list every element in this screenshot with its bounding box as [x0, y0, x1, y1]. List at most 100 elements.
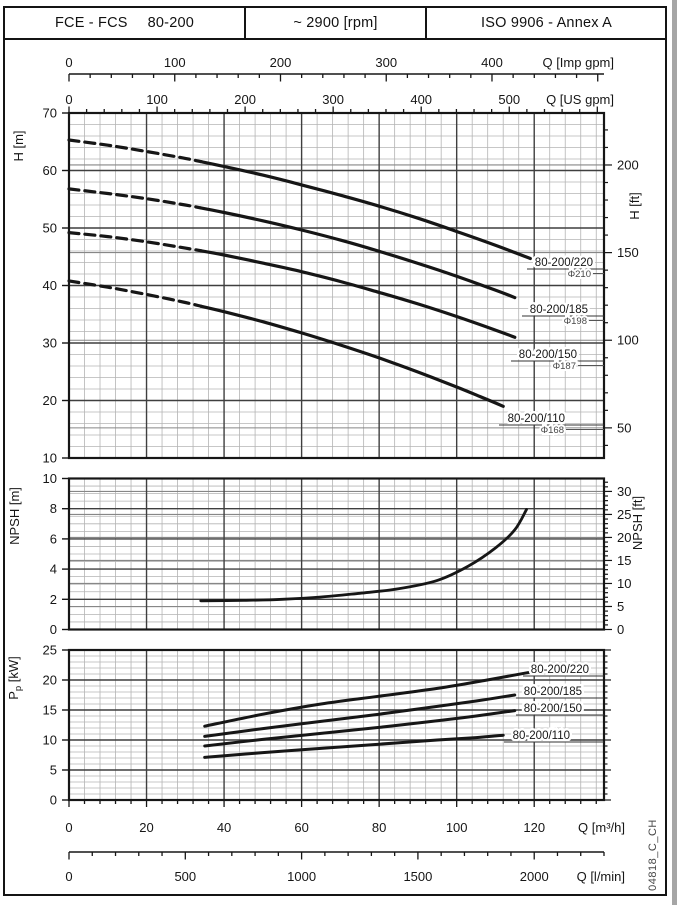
h-chart-ft-label: 100 [617, 333, 639, 348]
lmin-tick-label: 2000 [520, 869, 549, 884]
m3h-tick-label: 40 [217, 820, 231, 835]
imp-gpm-tick-label: 400 [481, 55, 503, 70]
curve-80-200/150 [203, 709, 517, 748]
m3h-tick-label: 80 [372, 820, 386, 835]
title-block-model: FCE - FCS 80-200 [5, 8, 244, 37]
npsh-chart-ft-label: 30 [617, 484, 631, 499]
m3h-tick-label: 120 [523, 820, 545, 835]
curve-80-200/220 [199, 160, 532, 261]
h-chart-grid: 10 20 30 40 50 60 70 50 100 150 200 [43, 106, 639, 466]
h-chart-ytick-label: 60 [43, 163, 57, 178]
npsh-chart-ytick-label: 6 [50, 531, 57, 546]
us-gpm-tick-label: 400 [410, 92, 432, 107]
curve-dashed-80-200/185 [67, 187, 203, 210]
us-gpm-tick-label: 300 [322, 92, 344, 107]
h-chart-ft-label: 200 [617, 157, 639, 172]
header-bottom-rule [5, 37, 666, 40]
curve-80-200/185 [203, 693, 517, 738]
h-chart-ft-label: 50 [617, 420, 631, 435]
curve-80-200/110 [199, 304, 505, 408]
curve-dashed-80-200/110 [67, 279, 203, 308]
curve-label-80-200/110: 80-200/110 [513, 730, 570, 742]
m3h-tick-label: 60 [294, 820, 308, 835]
npsh-chart-curves [199, 508, 528, 603]
h-chart-ytick-label: 40 [43, 278, 57, 293]
curve-label-80-200/110: 80-200/110 [508, 413, 565, 425]
curve-dashed-80-200/150 [67, 231, 203, 253]
power-chart-ytick-label: 25 [43, 643, 57, 658]
power-chart-ytick-label: 20 [43, 673, 57, 688]
curve-label-80-200/150: 80-200/150 [519, 349, 577, 361]
npsh-m-axis-title: NPSH [m] [7, 487, 22, 545]
lmin-tick-label: 500 [174, 869, 196, 884]
curve-80-200/185 [199, 206, 517, 300]
m3h-tick-label: 100 [446, 820, 468, 835]
page-frame [3, 6, 667, 896]
npsh-chart-ytick-label: 4 [50, 562, 57, 577]
curve-dashed-80-200/220 [67, 138, 203, 164]
us-gpm-tick-label: 200 [234, 92, 256, 107]
lmin-tick-label: 1500 [403, 869, 432, 884]
h-chart-curves: 80-200/220Φ21080-200/185Φ19880-200/150Φ1… [67, 138, 604, 438]
page-edge-shadow [672, 0, 677, 905]
power-chart-grid: 0 5 10 15 20 25 [43, 643, 611, 808]
m3h-axis: 0 20 40 60 80 100 120 Q [m³/h] [65, 800, 625, 835]
npsh-chart-ft-label: 15 [617, 553, 631, 568]
header-divider [244, 8, 246, 38]
impeller-label-80-200/185: Φ198 [564, 316, 587, 327]
impeller-label-80-200/220: Φ210 [568, 269, 591, 280]
imp-gpm-tick-label: 200 [270, 55, 292, 70]
imp-gpm-tick-label: 100 [164, 55, 186, 70]
lmin-tick-label: 0 [65, 869, 72, 884]
pump-size: 80-200 [147, 14, 195, 31]
impeller-label-80-200/110: Φ168 [541, 425, 564, 436]
power-chart-ytick-label: 5 [50, 763, 57, 778]
curve-label-80-200/185: 80-200/185 [524, 686, 582, 698]
power-chart-ytick-label: 10 [43, 733, 57, 748]
pump-speed: ~ 2900 [rpm] [293, 14, 378, 31]
npsh-chart-grid: 0 2 4 6 8 10 0 5 10 15 20 25 30 [43, 471, 632, 637]
npsh-chart-ytick-label: 8 [50, 501, 57, 516]
h-chart-ytick-label: 20 [43, 393, 57, 408]
power-chart-curves: 80-200/220 80-200/185 80-200/150 80-200/110 [203, 662, 604, 759]
npsh-chart-ft-label: 25 [617, 507, 631, 522]
npsh-ft-axis-title: NPSH [ft] [630, 496, 645, 550]
npsh-chart-ytick-label: 10 [43, 471, 57, 486]
curve-label-80-200/150: 80-200/150 [524, 703, 582, 715]
curve-label-80-200/185: 80-200/185 [530, 304, 588, 316]
power-chart-ytick-label: 0 [50, 793, 57, 808]
h-m-axis-title: H [m] [11, 130, 26, 161]
us-gpm-tick-label: 100 [146, 92, 168, 107]
test-standard: ISO 9906 - Annex A [481, 14, 612, 31]
lmin-tick-label: 1000 [287, 869, 316, 884]
pump-series: FCE - FCS [54, 14, 128, 31]
lmin-ruler: 0 500 1000 1500 2000 Q [l/min] [65, 851, 625, 884]
curve-80-200/150 [199, 249, 517, 339]
npsh-chart-ft-label: 10 [617, 576, 631, 591]
us-gpm-axis-title: Q [US gpm] [546, 92, 614, 107]
npsh-chart-ft-label: 20 [617, 530, 631, 545]
npsh-chart-ft-label: 5 [617, 599, 624, 614]
npsh-chart-ytick-label: 2 [50, 592, 57, 607]
curve-80-200/220 [203, 670, 532, 728]
us-gpm-tick-label: 0 [65, 92, 72, 107]
curve-label-80-200/220: 80-200/220 [531, 664, 589, 676]
us-gpm-ruler: 0 100 200 300 400 500 Q [US gpm] [65, 92, 614, 113]
header-divider [425, 8, 427, 38]
imp-gpm-ruler: 0 100 200 300 400 Q [Imp gpm] [65, 55, 614, 82]
power-chart-ytick-label: 15 [43, 703, 57, 718]
h-chart-ytick-label: 30 [43, 336, 57, 351]
impeller-label-80-200/150: Φ187 [553, 361, 576, 372]
h-chart-ytick-label: 50 [43, 221, 57, 236]
npsh-chart-ft-label: 0 [617, 622, 624, 637]
npsh-chart-ytick-label: 0 [50, 622, 57, 637]
power-axis-title: Pp [kW] [6, 656, 24, 700]
imp-gpm-axis-title: Q [Imp gpm] [542, 55, 614, 70]
document-code: 04818_C_CH [647, 819, 659, 891]
m3h-tick-label: 20 [139, 820, 153, 835]
imp-gpm-tick-label: 0 [65, 55, 72, 70]
h-chart-ytick-label: 10 [43, 451, 57, 466]
imp-gpm-tick-label: 300 [375, 55, 397, 70]
curve-NPSH [199, 508, 528, 603]
